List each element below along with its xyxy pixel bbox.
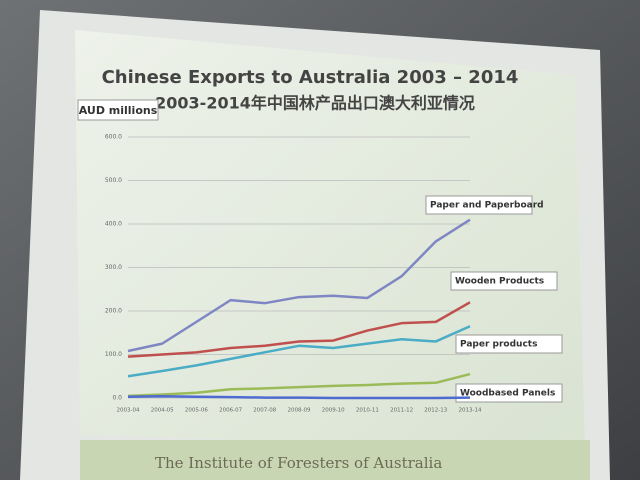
series-label-box — [455, 383, 563, 403]
series-line — [127, 395, 471, 400]
series-line — [127, 218, 471, 353]
x-tick-label: 2004-05 — [151, 408, 174, 414]
x-tick-label: 2009-10 — [322, 408, 345, 414]
series-line — [127, 301, 471, 358]
series-line — [127, 325, 471, 378]
series-label: Woodbased Panels — [460, 389, 555, 399]
x-tick-label: 2008-09 — [288, 408, 311, 414]
x-tick-label: 2003-04 — [117, 408, 140, 414]
series-label-box — [455, 334, 563, 354]
footer: The Institute of Foresters of Australia — [155, 454, 442, 472]
y-tick-label: 200.0 — [105, 308, 122, 315]
y-tick-label: 500.0 — [105, 177, 122, 184]
footer-band — [80, 440, 590, 480]
series-label-box — [425, 195, 533, 215]
y-label-box — [77, 99, 159, 121]
series-label: Paper and Paperboard — [430, 201, 544, 211]
y-tick-label: 400.0 — [105, 221, 122, 228]
x-tick-label: 2010-11 — [356, 408, 379, 414]
y-tick-label: 0.0 — [112, 395, 122, 402]
y-tick-label: 600.0 — [105, 134, 122, 141]
x-tick-label: 2007-08 — [253, 408, 276, 414]
x-tick-label: 2005-06 — [185, 408, 208, 414]
x-tick-label: 2012-13 — [424, 408, 447, 414]
y-tick-label: 300.0 — [105, 264, 122, 271]
series-line — [127, 372, 471, 398]
chart-title: Chinese Exports to Australia 2003 – 2014 — [102, 67, 519, 88]
y-tick-label: 100.0 — [105, 351, 122, 358]
x-tick-label: 2006-07 — [219, 408, 242, 414]
y-axis-label: AUD millions — [79, 104, 158, 117]
x-tick-label: 2011-12 — [390, 408, 413, 414]
chart-subtitle: 2003-2014年中国林产品出口澳大利亚情况 — [155, 94, 475, 113]
series-label: Wooden Products — [455, 277, 544, 287]
x-tick-label: 2013-14 — [459, 408, 482, 414]
series-label-box — [450, 271, 558, 291]
series-label: Paper products — [460, 340, 537, 350]
